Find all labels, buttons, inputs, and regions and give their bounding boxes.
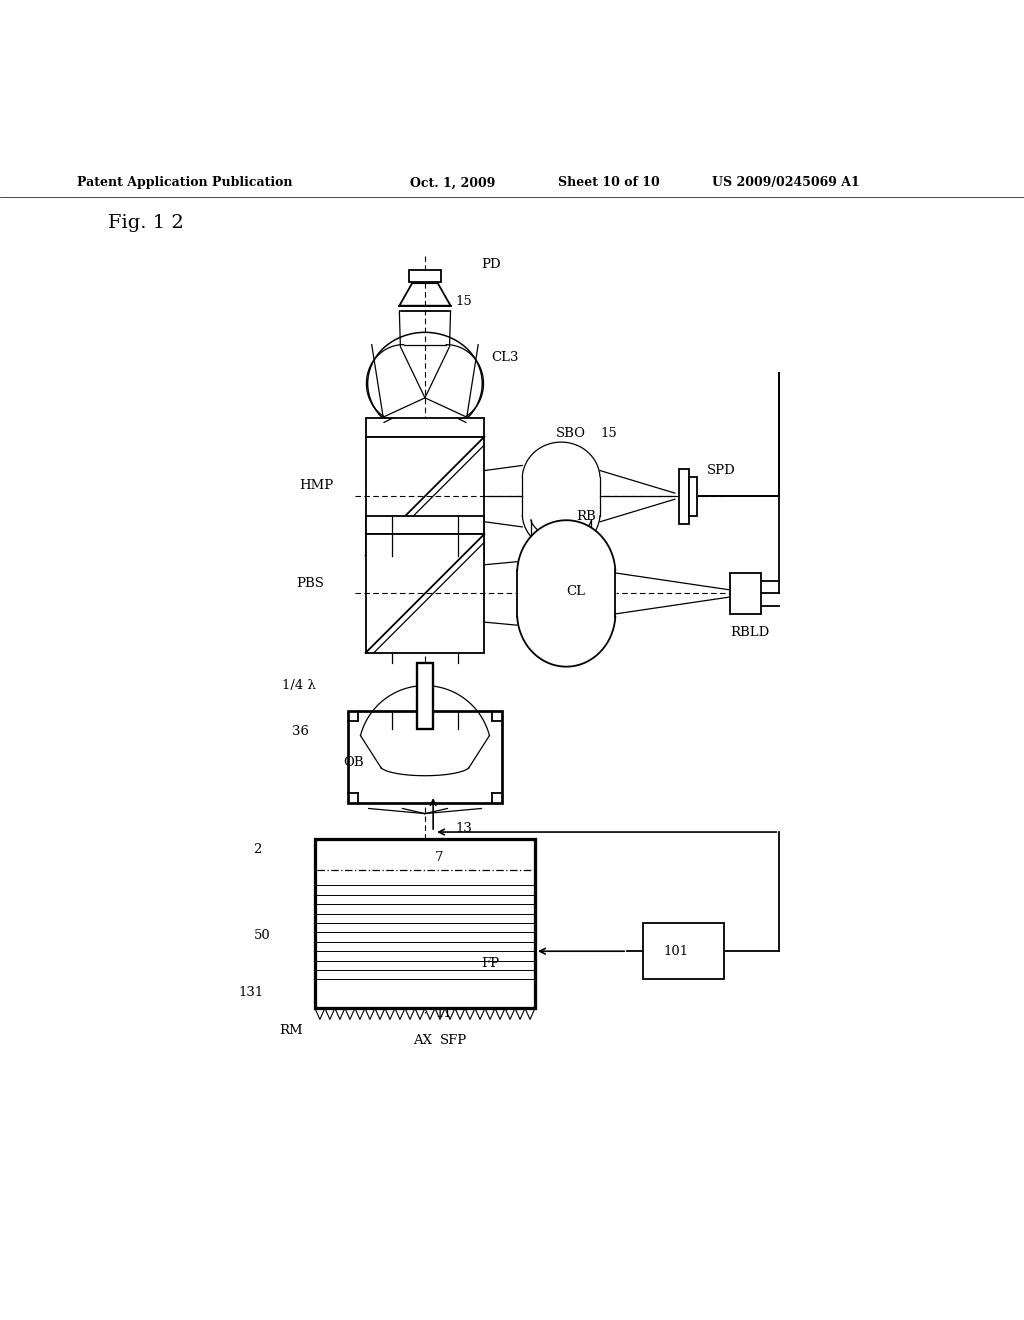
Text: Patent Application Publication: Patent Application Publication [77, 177, 292, 189]
Text: CL3: CL3 [492, 351, 519, 364]
Text: 50: 50 [254, 929, 270, 942]
Text: RM: RM [279, 1024, 303, 1038]
Text: 131: 131 [238, 986, 263, 999]
Text: Oct. 1, 2009: Oct. 1, 2009 [410, 177, 495, 189]
Text: 11: 11 [435, 1007, 452, 1020]
Bar [366, 418, 484, 437]
Text: RBLD: RBLD [730, 626, 769, 639]
Bar [366, 516, 484, 535]
Text: 36: 36 [292, 725, 309, 738]
Text: 15: 15 [600, 428, 616, 440]
Text: 101: 101 [664, 945, 688, 958]
Bar [689, 477, 697, 516]
Bar [409, 269, 441, 282]
Text: 13: 13 [456, 822, 472, 836]
Bar [315, 840, 535, 1008]
Text: PBS: PBS [296, 577, 324, 590]
Text: AX: AX [413, 1035, 432, 1048]
Bar [366, 535, 484, 653]
Bar [643, 923, 724, 979]
Text: 15: 15 [456, 296, 472, 308]
Text: SBO: SBO [556, 428, 586, 440]
Text: CL: CL [566, 585, 586, 598]
Text: FP: FP [481, 957, 500, 970]
Text: OB: OB [343, 756, 364, 768]
Bar [730, 573, 761, 614]
Bar [366, 437, 484, 556]
Bar [417, 663, 433, 729]
Text: SPD: SPD [707, 465, 735, 477]
Text: HMP: HMP [299, 479, 333, 492]
Text: Fig. 1 2: Fig. 1 2 [108, 214, 183, 232]
Bar [679, 469, 689, 524]
Bar [348, 711, 502, 804]
Text: PD: PD [481, 259, 501, 271]
Text: US 2009/0245069 A1: US 2009/0245069 A1 [712, 177, 859, 189]
Text: 1/4 λ: 1/4 λ [282, 678, 315, 692]
Text: Sheet 10 of 10: Sheet 10 of 10 [558, 177, 659, 189]
Text: RB: RB [577, 510, 596, 523]
Text: 2: 2 [254, 843, 262, 855]
Text: 7: 7 [435, 851, 443, 865]
Text: SFP: SFP [440, 1035, 468, 1048]
